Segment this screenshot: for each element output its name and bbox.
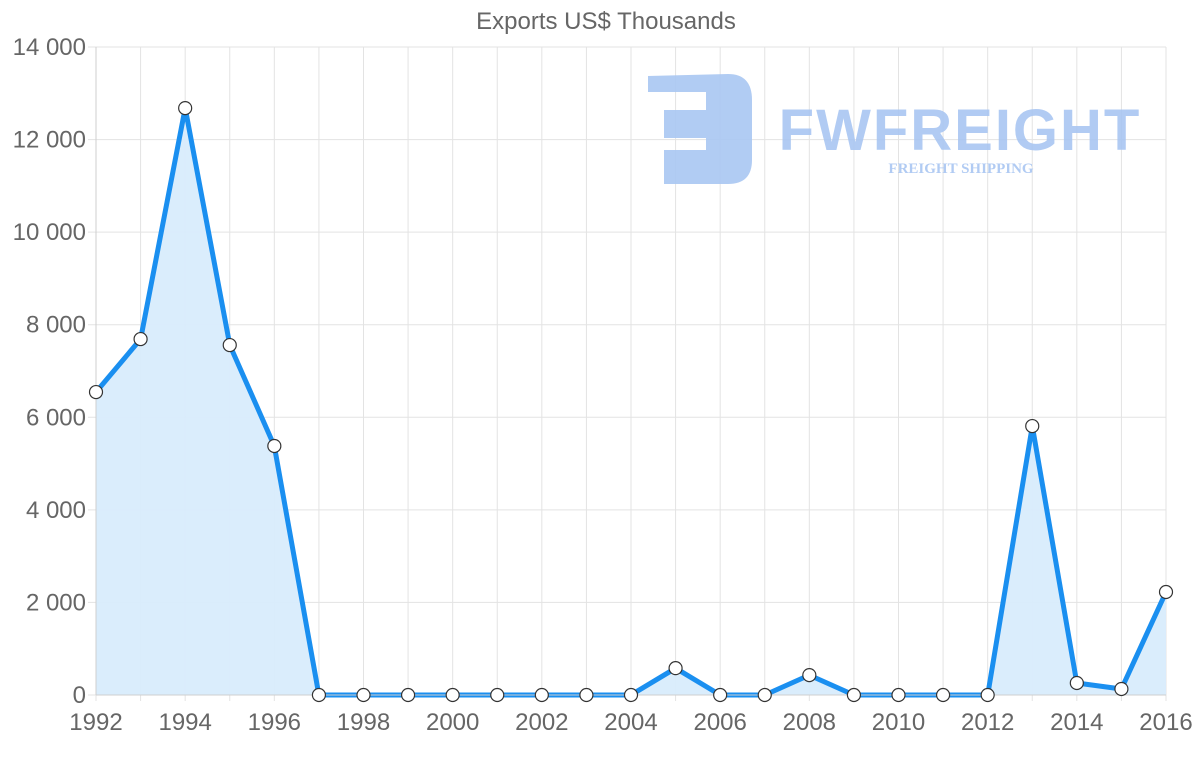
x-tick-label: 2010 [872, 709, 925, 736]
data-point[interactable]: 2010: 0 [891, 687, 906, 703]
data-point[interactable]: 1993: 7690 [133, 331, 148, 347]
data-point[interactable]: 2005: 580 [668, 661, 683, 676]
data-point[interactable]: 1998: 0 [356, 687, 371, 703]
x-tick-label: 2002 [515, 709, 568, 736]
data-point[interactable]: 1997: 0 [311, 687, 327, 703]
data-point[interactable]: 2016: 2225 [1158, 584, 1174, 600]
y-tick-label: 2 000 [26, 589, 86, 616]
data-point[interactable]: 2004: 0 [623, 687, 639, 703]
y-tick-label: 6 000 [26, 404, 86, 431]
data-point[interactable]: 2000: 0 [445, 687, 460, 703]
data-point[interactable]: 1992: 6545 [88, 384, 104, 400]
data-point[interactable]: 1994: 12680 [178, 100, 193, 116]
y-tick-label: 0 [73, 682, 86, 709]
y-tick-label: 8 000 [26, 312, 86, 339]
grid-lines [88, 46, 1167, 701]
data-point[interactable]: 2014: 260 [1069, 675, 1084, 691]
x-tick-label: 1996 [248, 709, 301, 736]
x-tick-label: 2000 [426, 709, 479, 736]
data-point[interactable]: 1995: 7560 [222, 337, 237, 353]
x-tick-label: 2006 [693, 709, 746, 736]
watermark-brand: FWFREIGHT [779, 98, 1142, 163]
data-point[interactable]: 2009: 0 [846, 687, 862, 703]
x-tick-label: 2016 [1139, 709, 1192, 736]
data-point[interactable]: 2015: 130 [1114, 681, 1129, 697]
data-point[interactable]: 2006: 0 [713, 687, 728, 703]
x-tick-label: 1992 [69, 709, 122, 736]
axes: 0 2 000 4 000 6 000 8 000 10 000 12 000 14 000 1… [13, 34, 1193, 736]
data-point[interactable]: 2001: 0 [490, 687, 505, 703]
y-tick-label: 12 000 [13, 127, 86, 154]
x-tick-label: 2004 [604, 709, 657, 736]
data-point[interactable]: 2008: 430 [802, 667, 817, 683]
y-tick-label: 4 000 [26, 497, 86, 524]
data-point[interactable]: 2011: 0 [935, 687, 951, 703]
data-point[interactable]: 2002: 0 [534, 687, 549, 703]
data-point[interactable]: 1996: 5380 [267, 438, 282, 454]
y-tick-label: 14 000 [13, 34, 86, 61]
chart-title: Exports US$ Thousands [476, 8, 736, 35]
data-points: 1992: 6545 1993: 7690 1994: 12680 1995: 756… [88, 100, 1174, 703]
x-tick-label: 2008 [783, 709, 836, 736]
data-point[interactable]: 2007: 0 [757, 687, 772, 703]
x-tick-label: 2012 [961, 709, 1014, 736]
x-tick-label: 1998 [337, 709, 390, 736]
area-fill [96, 108, 1166, 696]
y-tick-label: 10 000 [13, 219, 86, 246]
data-point[interactable]: 1999: 0 [400, 687, 416, 703]
data-point[interactable]: 2003: 0 [579, 687, 594, 703]
x-tick-label: 2014 [1050, 709, 1103, 736]
data-point[interactable]: 2012: 0 [980, 687, 995, 703]
data-point[interactable]: 2013: 5810 [1025, 418, 1040, 434]
x-tick-label: 1994 [158, 709, 211, 736]
watermark-logo: FWFREIGHT FREIGHT SHIPPING [648, 74, 1142, 184]
fw-logo-icon [648, 74, 752, 184]
watermark-tagline: FREIGHT SHIPPING [888, 161, 1033, 177]
